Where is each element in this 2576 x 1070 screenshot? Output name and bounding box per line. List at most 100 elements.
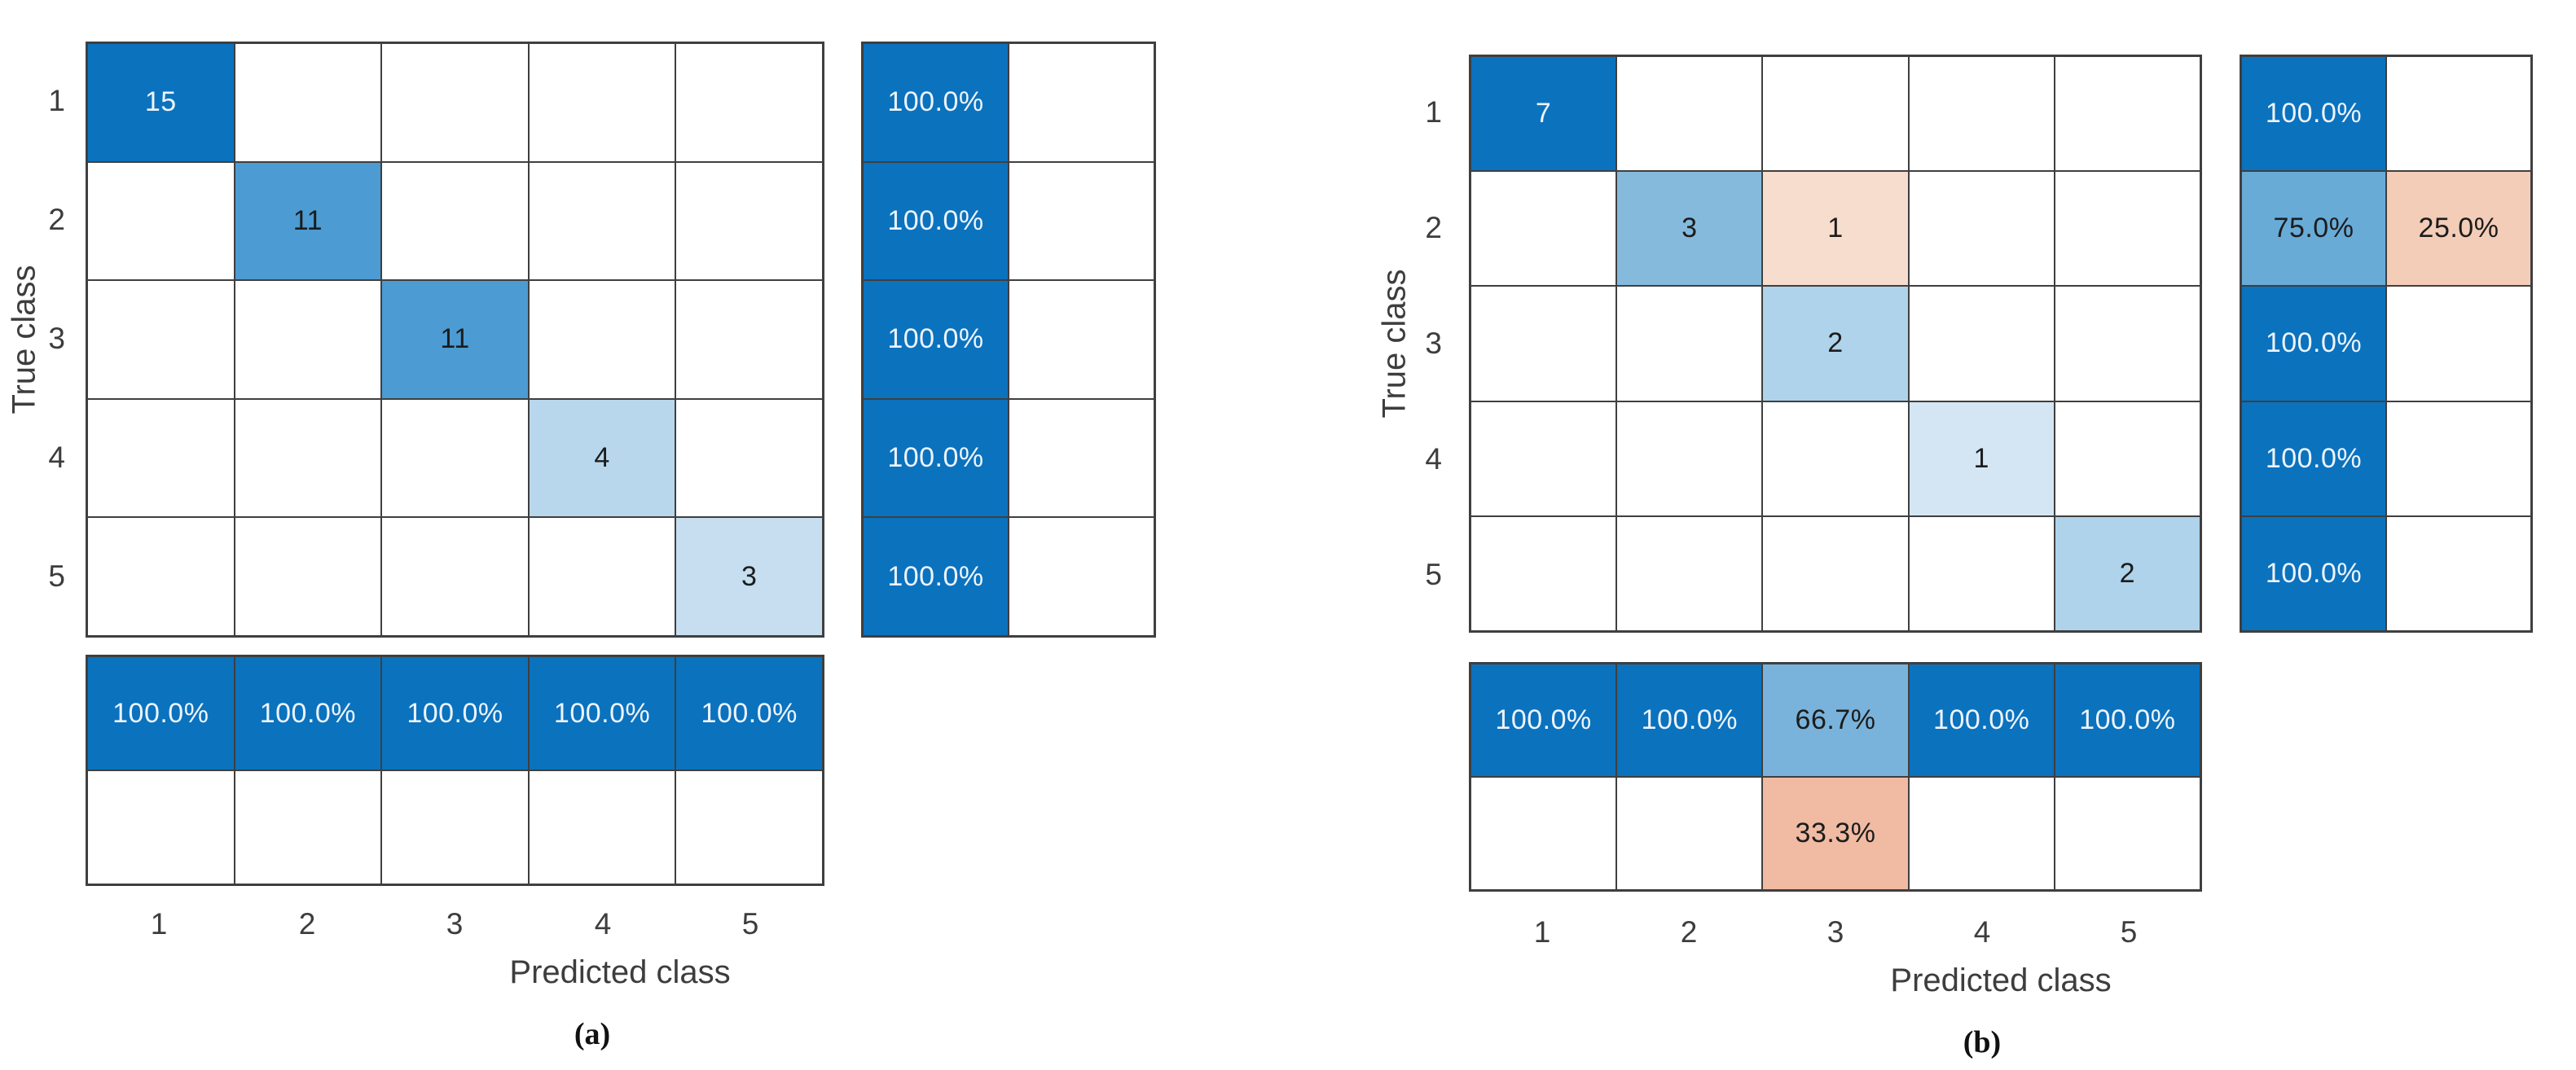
matrix-cell: 100.0% <box>864 518 1008 635</box>
x-tick: 2 <box>298 907 316 941</box>
matrix-cell-empty <box>529 162 675 280</box>
matrix-cell: 4 <box>529 399 675 517</box>
y-tick: 3 <box>1425 327 1442 360</box>
matrix-cell: 100.0% <box>2242 516 2385 630</box>
column-summary-grid: 100.0% 100.0% 100.0% 100.0% 100.0% <box>86 655 824 886</box>
matrix-cell-empty <box>529 771 675 884</box>
matrix-cell-empty <box>88 399 234 517</box>
matrix-cell-empty <box>1617 516 1762 630</box>
matrix-cell: 66.7% <box>1763 664 1908 776</box>
matrix-cell: 2 <box>2055 516 2200 630</box>
matrix-cell-empty <box>1909 778 2054 889</box>
matrix-cell-empty <box>2387 516 2530 630</box>
matrix-cell: 100.0% <box>864 281 1008 398</box>
matrix-cell-empty <box>382 518 528 635</box>
figure-caption-b: (b) <box>1963 1025 2002 1059</box>
matrix-cell-empty <box>1763 516 1908 630</box>
matrix-cell-empty <box>1009 162 1154 280</box>
matrix-cell-empty <box>529 518 675 635</box>
matrix-cell-empty <box>676 162 822 280</box>
matrix-cell-empty <box>676 771 822 884</box>
matrix-cell-empty <box>1763 401 1908 515</box>
matrix-cell-empty <box>235 281 381 398</box>
matrix-cell: 11 <box>235 162 381 280</box>
matrix-cell-empty <box>382 162 528 280</box>
matrix-cell-empty <box>2387 287 2530 401</box>
matrix-cell-empty <box>1471 778 1616 889</box>
matrix-cell: 100.0% <box>1909 664 2054 776</box>
matrix-cell-empty <box>2055 57 2200 171</box>
matrix-cell-empty <box>88 162 234 280</box>
matrix-cell-empty <box>676 399 822 517</box>
matrix-cell-empty <box>1009 399 1154 517</box>
matrix-cell-empty <box>88 518 234 635</box>
matrix-cell-empty <box>1471 401 1616 515</box>
y-tick: 3 <box>48 322 65 355</box>
x-tick: 3 <box>446 907 464 941</box>
matrix-cell: 100.0% <box>864 44 1008 161</box>
matrix-cell-empty <box>1763 57 1908 171</box>
x-tick: 5 <box>2120 915 2138 949</box>
matrix-cell-empty <box>1009 44 1154 161</box>
matrix-cell-empty <box>1909 287 2054 401</box>
matrix-cell: 100.0% <box>1617 664 1762 776</box>
matrix-cell: 100.0% <box>864 162 1008 280</box>
matrix-cell-empty <box>2055 287 2200 401</box>
y-tick: 5 <box>1425 558 1442 591</box>
matrix-cell: 3 <box>1617 172 1762 286</box>
matrix-cell: 100.0% <box>382 657 528 770</box>
matrix-cell-empty <box>676 44 822 161</box>
y-tick: 1 <box>1425 95 1442 129</box>
matrix-cell-empty <box>2055 401 2200 515</box>
matrix-cell-empty <box>88 281 234 398</box>
matrix-cell-empty <box>1617 57 1762 171</box>
matrix-cell: 100.0% <box>1471 664 1616 776</box>
x-tick: 1 <box>1533 915 1551 949</box>
matrix-cell-empty <box>2387 57 2530 171</box>
matrix-cell: 1 <box>1909 401 2054 515</box>
matrix-cell-empty <box>1471 516 1616 630</box>
matrix-cell: 100.0% <box>88 657 234 770</box>
matrix-cell-empty <box>235 771 381 884</box>
y-tick: 4 <box>1425 442 1442 476</box>
x-tick: 4 <box>594 907 612 941</box>
matrix-cell-empty <box>1009 281 1154 398</box>
matrix-cell: 2 <box>1763 287 1908 401</box>
x-tick: 1 <box>150 907 168 941</box>
matrix-cell-empty <box>1471 172 1616 286</box>
matrix-cell-empty <box>1909 57 2054 171</box>
matrix-cell: 11 <box>382 281 528 398</box>
figure-caption-a: (a) <box>574 1017 611 1051</box>
x-tick: 3 <box>1826 915 1844 949</box>
y-tick: 2 <box>1425 211 1442 244</box>
matrix-cell-empty <box>235 44 381 161</box>
matrix-cell-empty <box>529 281 675 398</box>
x-axis-label: Predicted class <box>1890 963 2112 998</box>
matrix-cell-empty <box>2055 778 2200 889</box>
y-tick: 1 <box>48 84 65 117</box>
matrix-cell-empty <box>1909 516 2054 630</box>
matrix-cell: 100.0% <box>529 657 675 770</box>
column-summary-grid: 100.0% 100.0% 66.7% 100.0% 100.0% 33.3% <box>1469 662 2202 892</box>
x-tick: 5 <box>741 907 759 941</box>
matrix-cell-empty <box>382 399 528 517</box>
matrix-cell-empty <box>235 399 381 517</box>
matrix-cell: 100.0% <box>676 657 822 770</box>
matrix-cell-empty <box>382 771 528 884</box>
matrix-cell: 100.0% <box>235 657 381 770</box>
matrix-cell: 7 <box>1471 57 1616 171</box>
matrix-cell-empty <box>1009 518 1154 635</box>
row-summary-grid: 100.0% 75.0% 25.0% 100.0% 100.0% 100.0% <box>2240 55 2533 633</box>
matrix-cell: 100.0% <box>2242 401 2385 515</box>
matrix-cell: 25.0% <box>2387 172 2530 286</box>
y-tick: 4 <box>48 441 65 474</box>
matrix-cell-empty <box>235 518 381 635</box>
matrix-cell-empty <box>529 44 675 161</box>
matrix-cell: 1 <box>1763 172 1908 286</box>
matrix-cell-empty <box>2055 172 2200 286</box>
matrix-cell: 100.0% <box>2055 664 2200 776</box>
matrix-cell: 33.3% <box>1763 778 1908 889</box>
y-tick: 2 <box>48 203 65 236</box>
confusion-matrix-grid: 15 11 11 4 3 <box>86 42 824 638</box>
